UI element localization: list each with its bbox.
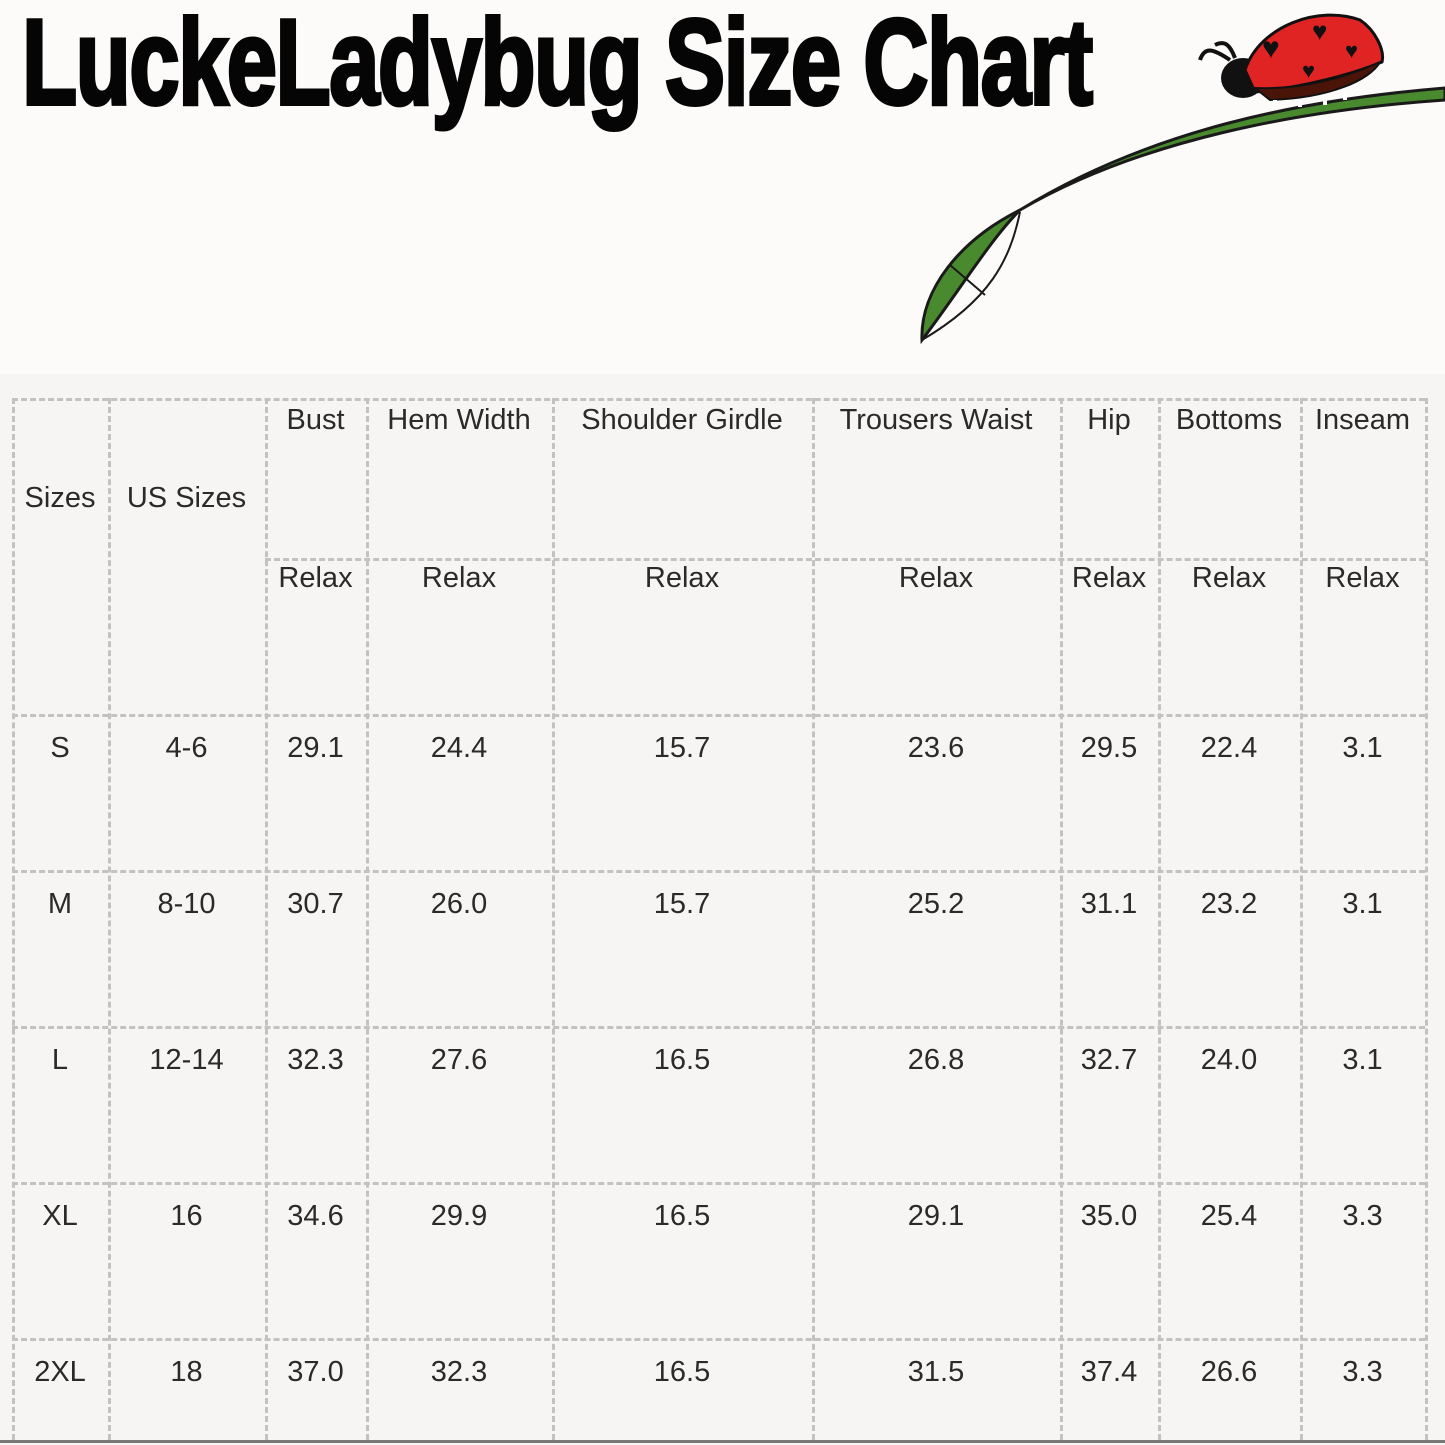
svg-text:♥: ♥ [1345, 38, 1358, 63]
table-cell: 26.8 [907, 1044, 965, 1076]
column-divider [812, 398, 815, 1440]
table-cell: 3.1 [1342, 888, 1383, 920]
size-label: S [50, 732, 70, 764]
table-cell: 35.0 [1080, 1200, 1138, 1232]
column-divider [108, 398, 111, 1440]
table-cell: 37.0 [287, 1356, 344, 1388]
subheader-relax: Relax [1325, 562, 1400, 594]
table-cell: 18 [170, 1356, 203, 1388]
table-cell: 3.3 [1342, 1356, 1383, 1388]
size-label: L [51, 1044, 69, 1076]
table-cell: 24.0 [1200, 1044, 1258, 1076]
table-cell: 15.7 [653, 732, 711, 764]
table-cell: 16.5 [653, 1200, 711, 1232]
column-header: Sizes [24, 482, 96, 514]
table-cell: 26.6 [1200, 1356, 1258, 1388]
table-cell: 26.0 [430, 888, 488, 920]
table-cell: 29.9 [430, 1200, 488, 1232]
table-cell: 27.6 [430, 1044, 488, 1076]
column-divider [12, 398, 15, 1440]
table-cell: 8-10 [157, 888, 216, 920]
table-cell: 25.2 [907, 888, 965, 920]
size-table-panel [0, 374, 1445, 1445]
column-header: Bottoms [1175, 404, 1283, 436]
ladybug-leaf-illustration: ♥ ♥ ♥ ♥ [920, 13, 1445, 345]
table-cell: 22.4 [1200, 732, 1258, 764]
leaf-stem-icon [920, 86, 1445, 345]
table-cell: 16 [170, 1200, 203, 1232]
column-divider [265, 398, 268, 1440]
column-divider [1425, 398, 1428, 1440]
column-divider [1060, 398, 1063, 1440]
subheader-relax: Relax [1071, 562, 1147, 594]
table-cell: 16.5 [653, 1356, 711, 1388]
table-cell: 32.3 [287, 1044, 344, 1076]
table-cell: 32.3 [430, 1356, 488, 1388]
page-title: LuckeLadybug Size Chart [21, 0, 1095, 132]
column-header: US Sizes [126, 482, 247, 514]
table-cell: 30.7 [287, 888, 344, 920]
subheader-relax: Relax [644, 562, 720, 594]
subheader-relax: Relax [421, 562, 497, 594]
row-divider [12, 870, 1425, 873]
table-cell: 23.6 [907, 732, 965, 764]
bottom-divider [0, 1440, 1445, 1443]
table-cell: 31.1 [1080, 888, 1138, 920]
table-cell: 29.5 [1080, 732, 1138, 764]
subheader-relax: Relax [898, 562, 974, 594]
table-cell: 31.5 [907, 1356, 965, 1388]
table-cell: 25.4 [1200, 1200, 1258, 1232]
table-cell: 3.1 [1342, 732, 1383, 764]
subheader-relax: Relax [1191, 562, 1267, 594]
size-label: M [47, 888, 73, 920]
table-cell: 24.4 [430, 732, 488, 764]
row-divider [12, 1182, 1425, 1185]
table-cell: 34.6 [287, 1200, 344, 1232]
column-header: Shoulder Girdle [581, 404, 783, 436]
row-divider [265, 558, 1425, 561]
column-header: Hip [1087, 404, 1131, 436]
column-header: Trousers Waist [839, 404, 1033, 436]
size-label: 2XL [34, 1356, 86, 1388]
row-divider [12, 714, 1425, 717]
table-cell: 29.1 [287, 732, 344, 764]
row-divider [12, 1026, 1425, 1029]
subheader-relax: Relax [278, 562, 353, 594]
svg-text:♥: ♥ [1312, 16, 1327, 46]
table-cell: 23.2 [1200, 888, 1258, 920]
ladybug-icon: ♥ ♥ ♥ ♥ [1198, 13, 1385, 108]
table-cell: 3.1 [1342, 1044, 1383, 1076]
row-divider [12, 398, 1425, 401]
svg-text:♥: ♥ [1302, 58, 1315, 83]
column-divider [1158, 398, 1161, 1440]
table-cell: 32.7 [1080, 1044, 1138, 1076]
size-label: XL [42, 1200, 78, 1232]
column-header: Bust [286, 404, 345, 436]
table-cell: 4-6 [165, 732, 208, 764]
row-divider [12, 1338, 1425, 1341]
table-cell: 15.7 [653, 888, 711, 920]
table-cell: 12-14 [149, 1044, 224, 1076]
table-cell: 37.4 [1080, 1356, 1138, 1388]
column-divider [366, 398, 369, 1440]
table-cell: 16.5 [653, 1044, 711, 1076]
column-header: Hem Width [387, 404, 531, 436]
table-cell: 29.1 [907, 1200, 965, 1232]
column-header: Inseam [1314, 404, 1411, 436]
table-cell: 3.3 [1342, 1200, 1383, 1232]
svg-text:♥: ♥ [1262, 32, 1280, 65]
column-divider [1300, 398, 1303, 1440]
column-divider [552, 398, 555, 1440]
